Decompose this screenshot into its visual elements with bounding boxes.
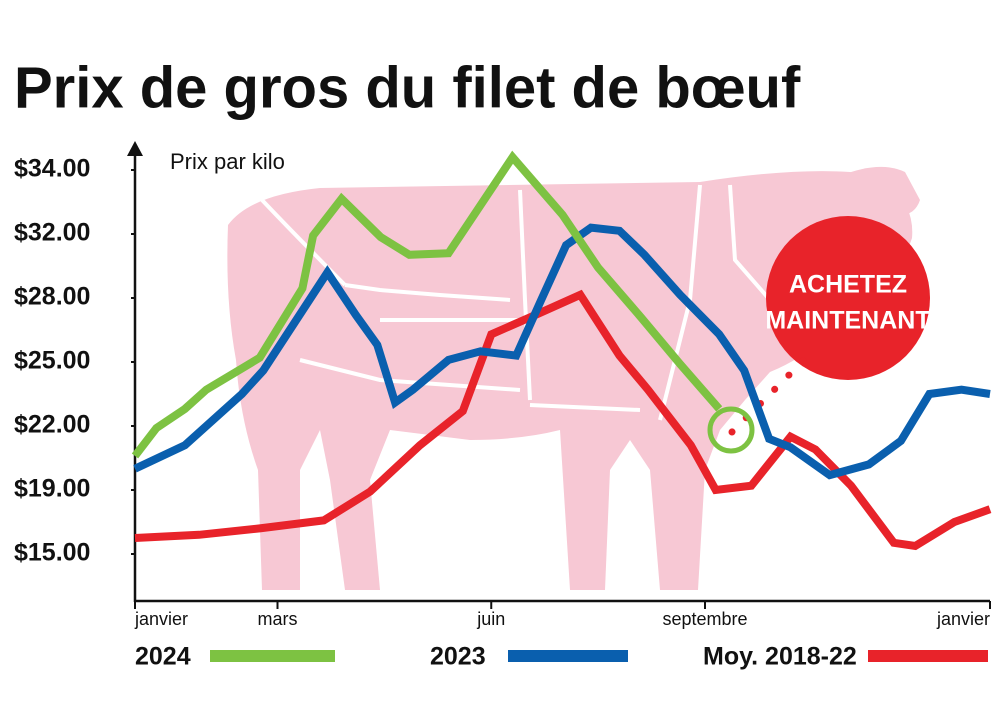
legend-label: 2024: [135, 643, 191, 671]
x-tick-label: mars: [258, 609, 298, 629]
x-tick-label: janvier: [936, 609, 990, 629]
y-tick-label: $25.00: [14, 347, 90, 375]
y-tick-label: $15.00: [14, 539, 90, 567]
y-tick-label: $19.00: [14, 475, 90, 503]
annotation-text: ACHETEZ: [789, 271, 907, 299]
y-tick-label: $22.00: [14, 411, 90, 439]
annotation-dots: [728, 352, 812, 436]
x-tick-label: juin: [476, 609, 505, 629]
series-line: [131, 150, 723, 459]
y-tick-label: $34.00: [14, 155, 90, 183]
annotation-text: MAINTENANT: [765, 307, 930, 335]
legend-label: 2023: [430, 643, 486, 671]
series-line: [134, 289, 992, 551]
x-tick-label: janvier: [134, 609, 188, 629]
highlight-circle: [707, 406, 755, 454]
chart-title: Prix de gros du filet de bœuf: [14, 55, 801, 120]
cut-lines: [260, 184, 772, 421]
legend-label: Moy. 2018-22: [703, 643, 857, 671]
x-tick-label: septembre: [662, 609, 747, 629]
y-axis-label: Prix par kilo: [170, 149, 285, 174]
annotation-bubble: [766, 216, 930, 380]
cow-silhouette: [227, 166, 920, 590]
y-tick-label: $32.00: [14, 219, 90, 247]
y-tick-label: $28.00: [14, 283, 90, 311]
